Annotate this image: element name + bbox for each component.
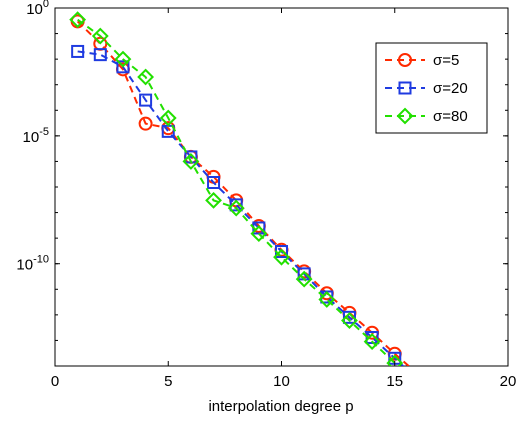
x-tick-label: 0 <box>51 373 59 390</box>
y-tick-label: 100 <box>26 0 49 18</box>
data-point <box>434 386 446 398</box>
series-line <box>77 18 400 366</box>
legend-marker <box>396 107 414 125</box>
legend-marker <box>398 81 412 95</box>
legend-label: σ=5 <box>433 52 459 69</box>
legend-box <box>375 42 488 134</box>
data-point <box>457 404 468 415</box>
data-point <box>69 11 87 29</box>
x-tick-label: 15 <box>386 373 403 390</box>
data-point <box>342 310 356 324</box>
data-point <box>114 50 132 68</box>
data-point <box>318 291 336 308</box>
data-point <box>480 410 491 421</box>
data-point <box>456 409 470 423</box>
data-point <box>457 399 469 411</box>
data-point <box>341 312 358 329</box>
x-tick-label: 20 <box>500 373 517 390</box>
y-tick-label: 10-5 <box>23 126 49 146</box>
data-point <box>205 191 222 209</box>
legend-item: σ=20 <box>385 80 468 97</box>
data-point <box>116 60 130 74</box>
data-point <box>250 225 268 243</box>
data-point <box>295 270 313 288</box>
data-point <box>137 68 155 86</box>
data-point <box>207 175 221 189</box>
y-tick-label: 10-10 <box>16 254 49 274</box>
x-axis-label: interpolation degree p <box>208 398 353 415</box>
data-point <box>159 109 177 127</box>
x-tick-label: 10 <box>273 373 290 390</box>
legend-label: σ=80 <box>433 108 468 125</box>
data-point <box>435 390 446 401</box>
data-point <box>273 248 290 266</box>
legend-marker <box>398 53 412 67</box>
legend-label: σ=20 <box>433 80 468 97</box>
legend: σ=5 σ=20 σ=80 <box>375 42 488 134</box>
data-point <box>229 198 243 212</box>
x-tick-label: 5 <box>164 373 172 390</box>
series-diamond <box>69 11 470 423</box>
data-point <box>93 48 107 62</box>
data-point <box>433 392 447 406</box>
data-point <box>138 116 153 131</box>
data-point <box>479 407 491 419</box>
legend-item: σ=5 <box>385 52 459 69</box>
data-point <box>363 333 381 351</box>
legend-item: σ=80 <box>385 107 468 125</box>
data-point <box>139 93 153 107</box>
data-point <box>91 27 109 45</box>
data-point <box>386 354 404 366</box>
axes-layer: 0 5 10 15 20 10-10 10-5 100 <box>16 0 516 390</box>
data-point <box>227 199 245 217</box>
data-point <box>182 153 200 170</box>
data-point <box>410 374 424 388</box>
data-point <box>71 44 85 58</box>
series-layer <box>69 11 491 423</box>
data-point <box>412 374 423 385</box>
data-point <box>411 368 423 380</box>
